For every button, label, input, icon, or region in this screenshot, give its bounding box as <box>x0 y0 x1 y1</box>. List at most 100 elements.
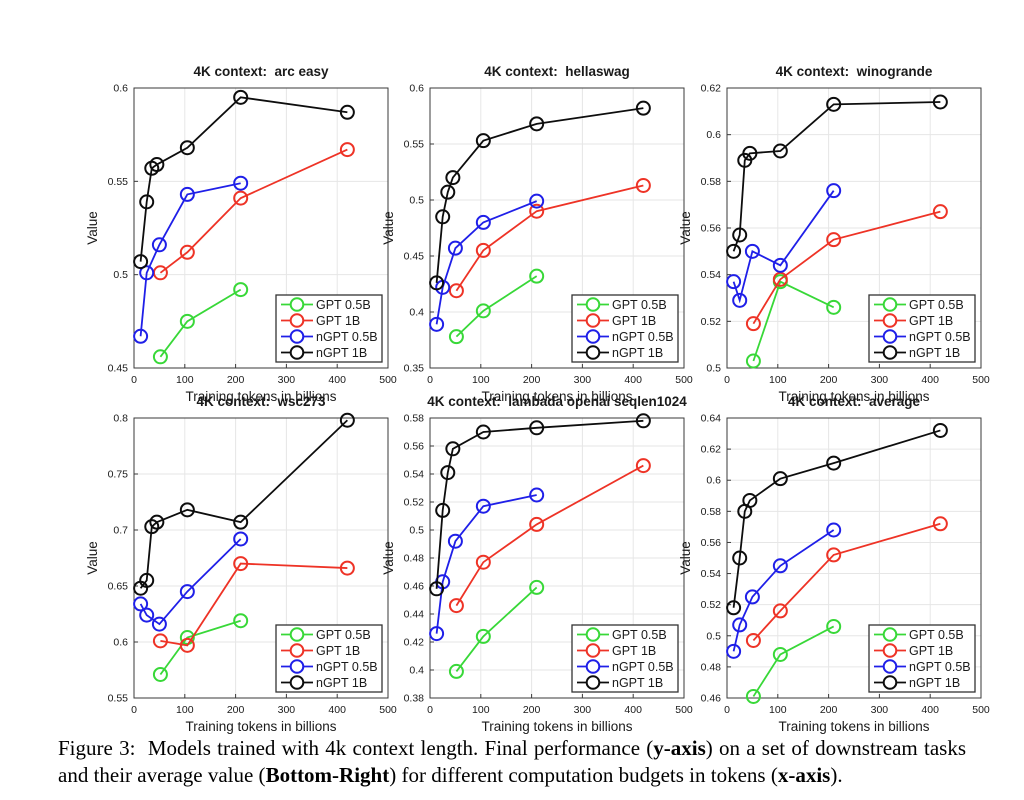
series-line-ngpt-0-5b <box>139 182 241 337</box>
y-axis-label: Value <box>85 211 100 245</box>
data-point <box>726 243 742 259</box>
legend-label: GPT 0.5B <box>612 628 667 642</box>
legend-marker-circle <box>882 643 898 658</box>
x-tick-label: 400 <box>624 704 642 716</box>
series-line-ngpt-1b <box>435 419 644 589</box>
data-point <box>339 560 355 576</box>
data-point <box>529 487 545 503</box>
x-tick-label: 0 <box>131 704 137 716</box>
legend-label: GPT 0.5B <box>612 298 667 312</box>
y-tick-label: 0.6 <box>113 637 128 649</box>
y-tick-label: 0.42 <box>404 637 425 649</box>
legend-entry: GPT 1B <box>577 643 656 658</box>
y-tick-label: 0.45 <box>108 363 129 375</box>
axes-box <box>133 87 389 369</box>
x-tick-label: 0 <box>724 704 730 716</box>
legend-label: nGPT 0.5B <box>909 330 971 344</box>
legend-marker-circle <box>882 345 898 360</box>
legend-label: nGPT 0.5B <box>612 330 674 344</box>
data-point <box>429 581 445 597</box>
data-point <box>445 170 461 186</box>
legend-marker-circle <box>882 297 898 312</box>
series-line-gpt-1b <box>455 184 644 292</box>
data-point <box>732 227 748 243</box>
legend-label: GPT 0.5B <box>316 628 371 642</box>
data-point <box>179 186 195 202</box>
data-point <box>475 242 491 258</box>
series-line-gpt-0-5b <box>455 275 538 338</box>
legend-label: GPT 1B <box>612 644 656 658</box>
subplot-wsc273: 0 100 200 300 400 500 0.55 0.6 0.65 0.7 0.75 0.8 4K … <box>72 388 403 740</box>
x-tick-label: 100 <box>472 374 490 386</box>
x-tick-label: 400 <box>921 374 939 386</box>
data-point <box>529 420 545 436</box>
data-point <box>339 412 355 428</box>
chart-svg: 0 100 200 300 400 500 0.55 0.6 0.65 0.7 0.75 0.8 4K … <box>85 394 397 734</box>
x-tick-label: 100 <box>176 704 194 716</box>
data-point <box>932 422 948 438</box>
y-tick-label: 0.65 <box>108 581 129 593</box>
y-tick-label: 0.62 <box>701 444 722 456</box>
x-tick-label: 500 <box>379 704 397 716</box>
legend-marker-circle <box>289 659 305 674</box>
y-tick-label: 0.54 <box>701 269 722 281</box>
data-point <box>447 240 463 256</box>
data-point <box>233 175 249 191</box>
y-tick-label: 0.75 <box>108 469 129 481</box>
data-point <box>429 626 445 642</box>
axes-box <box>429 87 685 369</box>
legend-marker-circle <box>585 329 601 344</box>
legend-entry: nGPT 1B <box>874 675 960 690</box>
data-point <box>475 424 491 440</box>
legend-box: GPT 0.5B GPT 1B nGPT 0.5B nGPT 1B <box>868 294 976 363</box>
y-tick-label: 0.56 <box>701 223 722 235</box>
y-axis-label: Value <box>678 211 693 245</box>
legend-entry: nGPT 0.5B <box>874 659 971 674</box>
y-tick-label: 0.62 <box>701 83 722 95</box>
x-axis-label: Training tokens in billions <box>481 719 632 734</box>
x-tick-label: 200 <box>227 704 245 716</box>
subplot-hellaswag: 0 100 200 300 400 500 0.35 0.4 0.45 0.5 0.55 0.6 4K … <box>368 58 699 410</box>
x-tick-label: 300 <box>574 374 592 386</box>
data-point <box>144 519 160 535</box>
x-tick-label: 500 <box>972 704 990 716</box>
series-line-ngpt-0-5b <box>435 200 538 325</box>
legend-marker-circle <box>585 675 601 690</box>
legend-marker-circle <box>289 329 305 344</box>
data-point <box>529 203 545 219</box>
y-tick-label: 0.44 <box>404 609 425 621</box>
y-tick-label: 0.64 <box>701 413 722 425</box>
legend-entry: nGPT 0.5B <box>281 329 378 344</box>
data-point <box>742 145 758 161</box>
legend-box: GPT 0.5B GPT 1B nGPT 0.5B nGPT 1B <box>571 624 679 693</box>
data-point <box>826 547 842 563</box>
series-line-gpt-0-5b <box>159 619 241 676</box>
series-line-gpt-1b <box>752 522 941 642</box>
data-point <box>475 628 491 644</box>
data-point <box>826 618 842 634</box>
data-point <box>151 616 167 632</box>
y-tick-label: 0.48 <box>404 553 425 565</box>
x-tick-label: 500 <box>675 704 693 716</box>
legend-entry: GPT 1B <box>874 313 953 328</box>
y-tick-label: 0.46 <box>701 693 722 705</box>
x-tick-label: 400 <box>921 704 939 716</box>
legend-entry: GPT 0.5B <box>874 627 964 642</box>
series-line-ngpt-0-5b <box>139 538 242 626</box>
data-point <box>133 254 149 270</box>
legend-label: nGPT 1B <box>909 676 960 690</box>
series-line-gpt-1b <box>159 148 348 274</box>
data-point <box>529 268 545 284</box>
data-point <box>233 282 249 298</box>
legend-label: nGPT 0.5B <box>909 660 971 674</box>
legend-marker-circle <box>882 329 898 344</box>
legend-entry: nGPT 0.5B <box>281 659 378 674</box>
x-tick-label: 500 <box>379 374 397 386</box>
data-point <box>726 274 742 290</box>
data-point <box>772 603 788 619</box>
series-line-gpt-1b <box>160 562 348 647</box>
data-point <box>732 617 748 633</box>
data-point <box>732 550 748 566</box>
x-tick-label: 0 <box>427 704 433 716</box>
data-point <box>475 214 491 230</box>
